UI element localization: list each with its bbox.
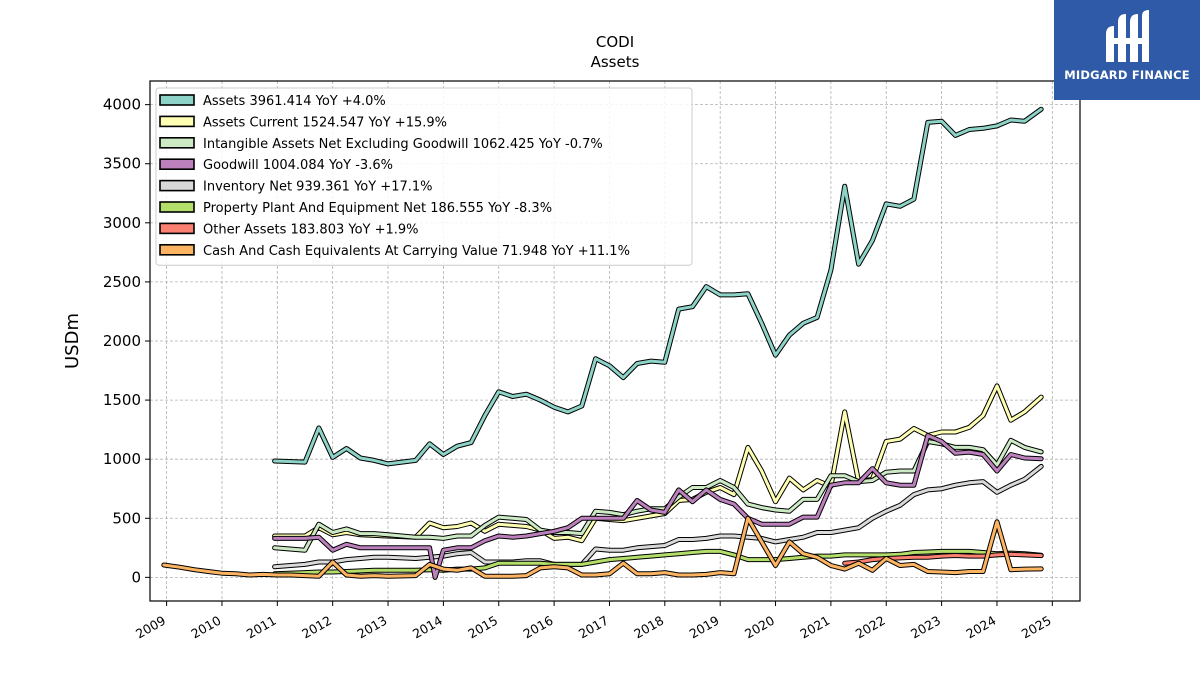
brand-name: MIDGARD FINANCE <box>1064 68 1190 82</box>
x-tick-label: 2009 <box>133 613 168 642</box>
series-line-stroke <box>273 438 1043 552</box>
legend-swatch <box>159 244 195 256</box>
y-tick-label: 0 <box>131 568 141 586</box>
series-line-3 <box>272 433 1044 580</box>
series-line-stroke <box>273 384 1043 543</box>
series-line-7 <box>161 515 1044 579</box>
x-tick-label: 2014 <box>410 613 445 642</box>
chart-subtitle: Assets <box>591 53 640 71</box>
y-tick-label: 1000 <box>103 450 141 468</box>
y-tick-label: 3000 <box>103 214 141 232</box>
x-tick-label: 2015 <box>465 613 500 642</box>
legend: Assets 3961.414 YoY +4.0% Assets Current … <box>155 87 693 266</box>
legend-swatch <box>159 115 195 128</box>
series-line-stroke <box>162 516 1043 578</box>
y-tick-label: 500 <box>112 509 141 527</box>
brand-logo: MIDGARD FINANCE <box>1054 0 1200 100</box>
x-tick-label: 2022 <box>853 613 888 642</box>
x-tick-label: 2010 <box>188 613 223 642</box>
x-tick-label: 2012 <box>299 613 334 642</box>
x-tick-label: 2016 <box>521 613 556 642</box>
series-line-0 <box>272 106 1044 467</box>
legend-swatch <box>159 201 195 213</box>
series-line-stroke <box>273 434 1043 579</box>
brand-logo-mark-icon <box>1106 10 1149 62</box>
x-tick-label: 2020 <box>742 613 777 642</box>
legend-swatch <box>159 179 195 192</box>
chart-title: CODI <box>596 33 634 51</box>
series-line-stroke <box>273 464 1043 569</box>
legend-entry: Intangible Assets Net Excluding Goodwill… <box>203 137 603 152</box>
legend-box <box>155 87 693 266</box>
x-tick-label: 2024 <box>963 613 998 642</box>
series-line-1 <box>272 383 1044 544</box>
series-line-5 <box>272 548 1044 577</box>
x-tick-label: 2013 <box>354 613 389 642</box>
y-tick-label: 4000 <box>103 96 141 114</box>
legend-entry: Inventory Net 939.361 YoY +17.1% <box>203 180 433 195</box>
x-tick-label: 2021 <box>797 613 832 642</box>
y-tick-label: 2000 <box>103 332 141 350</box>
x-tick-label: 2019 <box>687 613 722 642</box>
legend-entry: Property Plant And Equipment Net 186.555… <box>203 201 552 216</box>
x-tick-label: 2011 <box>244 613 279 642</box>
y-tick-label: 1500 <box>103 391 141 409</box>
legend-swatch <box>159 137 195 149</box>
legend-entry: Other Assets 183.803 YoY +1.9% <box>203 222 419 237</box>
x-tick-label: 2023 <box>908 613 943 642</box>
series-line-2 <box>272 437 1044 553</box>
series-line-4 <box>272 463 1044 570</box>
y-axis-label: USDm <box>62 313 83 369</box>
y-tick-label: 2500 <box>103 273 141 291</box>
y-tick-label: 3500 <box>103 155 141 173</box>
legend-swatch <box>159 94 195 106</box>
legend-swatch <box>159 158 195 170</box>
x-tick-label: 2025 <box>1019 613 1054 642</box>
series-line-stroke <box>273 107 1043 466</box>
legend-entry: Goodwill 1004.084 YoY -3.6% <box>203 158 393 173</box>
x-tick-label: 2017 <box>576 613 611 642</box>
legend-entry: Cash And Cash Equivalents At Carrying Va… <box>203 244 630 259</box>
legend-entry: Assets 3961.414 YoY +4.0% <box>203 94 386 109</box>
series-line-stroke <box>273 549 1043 576</box>
x-tick-label: 2018 <box>631 613 666 642</box>
series-lines <box>161 106 1044 580</box>
legend-swatch <box>159 222 195 235</box>
legend-entry: Assets Current 1524.547 YoY +15.9% <box>203 115 447 130</box>
